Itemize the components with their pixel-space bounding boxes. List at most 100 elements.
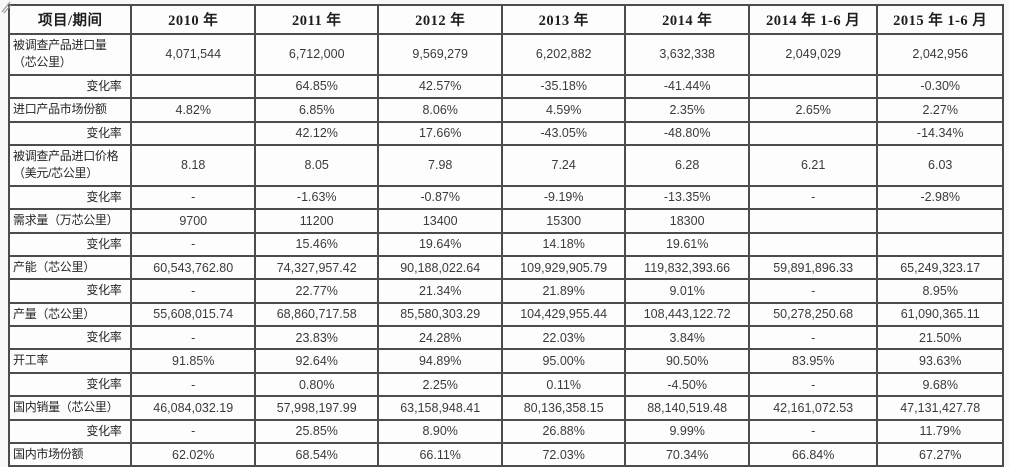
table-cell: 68,860,717.58	[253, 301, 380, 328]
table-cell: 18300	[624, 208, 750, 234]
table-cell: -13.35%	[624, 184, 750, 211]
table-cell: 91.85%	[130, 348, 256, 374]
table-cell: 6.85%	[253, 97, 380, 123]
row-label-metric: 被调查产品进口量（芯公里）	[7, 33, 133, 76]
table-cell: 93.63%	[876, 348, 1004, 374]
table-cell: 2.35%	[624, 97, 750, 123]
table-cell: 95.00%	[500, 348, 627, 374]
table-cell: 7.24	[500, 143, 627, 187]
table-cell: 55,608,015.74	[130, 301, 256, 328]
table-cell: 61,090,365.11	[876, 301, 1004, 328]
table-cell: 15300	[500, 208, 627, 234]
table-cell: 62.02%	[130, 442, 256, 467]
table-cell	[747, 120, 879, 146]
table-cell: -	[747, 325, 879, 351]
table-cell: 9.99%	[624, 418, 750, 445]
table-cell: 83.95%	[747, 348, 879, 374]
table-cell: -	[747, 418, 879, 445]
table-row: 开工率 91.85% 92.64% 94.89% 95.00% 90.50% 83.95% 9…	[7, 348, 1004, 374]
column-header-2015-h1: 2015 年 1-6 月	[876, 4, 1004, 35]
table-cell: 60,543,762.80	[130, 254, 256, 281]
table-cell: -	[130, 418, 256, 445]
table-cell: 2,042,956	[876, 33, 1004, 76]
table-cell: 64.85%	[253, 73, 380, 100]
table-cell: 47,131,427.78	[876, 395, 1004, 421]
row-label-metric: 开工率	[7, 348, 133, 374]
table-cell: 11200	[253, 208, 380, 234]
row-label-change-rate: 变化率	[7, 278, 133, 304]
table-cell: -	[747, 278, 879, 304]
table-row: 产量（芯公里） 55,608,015.74 68,860,717.58 85,580,…	[7, 301, 1004, 328]
table-cell: 104,429,955.44	[500, 301, 627, 328]
table-cell: -9.19%	[500, 184, 627, 211]
table-cell: -	[130, 278, 256, 304]
table-cell: 3,632,338	[624, 33, 750, 76]
table-cell	[747, 231, 879, 257]
table-cell: 9,569,279	[377, 33, 503, 76]
row-label-metric: 产量（芯公里）	[7, 301, 133, 328]
table-cell: 4,071,544	[130, 33, 256, 76]
table-cell: -14.34%	[876, 120, 1004, 146]
table-row: 变化率 -22.77% 21.34% 21.89% 9.01% -8.95%	[7, 278, 1004, 304]
statistics-table: 项目/期间 2010 年 2011 年 2012 年 2013 年 2014 年…	[7, 4, 1004, 467]
table-cell: -35.18%	[500, 73, 627, 100]
table-cell: 90,188,022.64	[377, 254, 503, 281]
table-cell: -41.44%	[624, 73, 750, 100]
table-row: 变化率 -23.83% 24.28% 22.03% 3.84% -21.50%	[7, 325, 1004, 351]
table-cell: -1.63%	[253, 184, 380, 211]
table-cell: 21.34%	[377, 278, 503, 304]
column-header-2013: 2013 年	[500, 4, 627, 35]
table-cell: 6,202,882	[500, 33, 627, 76]
table-cell: 42.12%	[253, 120, 380, 146]
table-cell: 2.27%	[876, 97, 1004, 123]
table-cell: 88,140,519.48	[624, 395, 750, 421]
table-cell: 42,161,072.53	[747, 395, 879, 421]
row-label-change-rate: 变化率	[7, 73, 133, 100]
table-cell: 19.61%	[624, 231, 750, 257]
table-cell: 6.28	[624, 143, 750, 187]
table-cell: 72.03%	[500, 442, 627, 467]
table-cell	[876, 208, 1004, 234]
column-header-2010: 2010 年	[130, 4, 256, 35]
table-cell	[130, 120, 256, 146]
table-cell: -0.87%	[377, 184, 503, 211]
table-cell: 119,832,393.66	[624, 254, 750, 281]
table-cell: 9.68%	[876, 371, 1004, 398]
table-row: 被调查产品进口量（芯公里） 4,071,544 6,712,000 9,569,279…	[7, 33, 1004, 76]
table-cell: 25.85%	[253, 418, 380, 445]
row-label-change-rate: 变化率	[7, 371, 133, 398]
table-cell: 109,929,905.79	[500, 254, 627, 281]
table-cell: 59,891,896.33	[747, 254, 879, 281]
table-cell: -0.30%	[876, 73, 1004, 100]
table-cell: 17.66%	[377, 120, 503, 146]
table-cell: 3.84%	[624, 325, 750, 351]
table-cell: 80,136,358.15	[500, 395, 627, 421]
table-cell: 4.82%	[130, 97, 256, 123]
table-cell: -	[130, 184, 256, 211]
row-label-metric: 进口产品市场份额	[7, 97, 133, 123]
header-row: 项目/期间 2010 年 2011 年 2012 年 2013 年 2014 年…	[7, 4, 1004, 35]
table-cell: -4.50%	[624, 371, 750, 398]
table-cell: 94.89%	[377, 348, 503, 374]
table-cell: -43.05%	[500, 120, 627, 146]
table-row: 变化率 -0.80% 2.25% 0.11% -4.50% -9.68%	[7, 371, 1004, 398]
table-cell: 67.27%	[876, 442, 1004, 467]
table-cell: 6.21	[747, 143, 879, 187]
row-label-change-rate: 变化率	[7, 325, 133, 351]
table-row: 变化率 42.12% 17.66% -43.05% -48.80% -14.34%	[7, 120, 1004, 146]
column-header-2014-h1: 2014 年 1-6 月	[747, 4, 879, 35]
column-header-2012: 2012 年	[377, 4, 503, 35]
table-row: 国内市场份额 62.02% 68.54% 66.11% 72.03% 70.34% 66.8…	[7, 442, 1004, 467]
table-cell: -48.80%	[624, 120, 750, 146]
table-cell: -	[747, 371, 879, 398]
table-cell: 66.84%	[747, 442, 879, 467]
table-cell: 9700	[130, 208, 256, 234]
table-row: 变化率 64.85% 42.57% -35.18% -41.44% -0.30%	[7, 73, 1004, 100]
table-cell: 2.65%	[747, 97, 879, 123]
table-cell: 21.50%	[876, 325, 1004, 351]
table-row: 变化率 -25.85% 8.90% 26.88% 9.99% -11.79%	[7, 418, 1004, 445]
table-row: 变化率 -15.46% 19.64% 14.18% 19.61%	[7, 231, 1004, 257]
table-row: 进口产品市场份额 4.82% 6.85% 8.06% 4.59% 2.35% 2.65% 2.…	[7, 97, 1004, 123]
table-cell: 26.88%	[500, 418, 627, 445]
